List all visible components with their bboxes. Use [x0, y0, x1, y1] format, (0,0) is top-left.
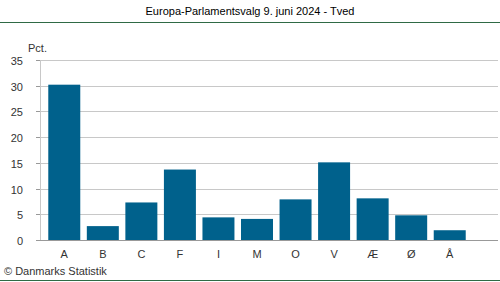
bar — [125, 202, 157, 240]
x-tick-label: A — [61, 248, 69, 260]
y-axis — [40, 60, 41, 240]
bar — [357, 198, 389, 240]
bar — [434, 230, 466, 240]
grid-line — [40, 189, 498, 190]
bar — [87, 226, 119, 240]
y-tick — [36, 240, 40, 241]
x-tick-label: V — [330, 248, 338, 260]
grid-line — [40, 163, 498, 164]
chart: Europa-Parlamentsvalg 9. juni 2024 - Tve… — [0, 0, 500, 282]
x-tick-label: I — [217, 248, 220, 260]
bar — [241, 219, 273, 240]
grid-line — [40, 111, 498, 112]
y-tick — [36, 163, 40, 164]
y-tick — [36, 111, 40, 112]
bar — [280, 199, 312, 240]
y-tick — [36, 137, 40, 138]
grid-line — [40, 240, 498, 241]
x-tick-label: Å — [446, 248, 454, 260]
bar — [318, 162, 350, 240]
x-tick-label: O — [291, 248, 300, 260]
y-tick-label: 35 — [11, 55, 23, 67]
y-tick-label: 15 — [11, 158, 23, 170]
x-tick-label: F — [177, 248, 184, 260]
source: © Danmarks Statistik — [4, 265, 107, 277]
grid-line — [40, 137, 498, 138]
y-tick-label: 30 — [11, 81, 23, 93]
header-rule — [0, 22, 500, 23]
y-tick — [36, 214, 40, 215]
footer-rule — [0, 280, 500, 281]
x-tick-label: Æ — [367, 248, 378, 260]
y-label: Pct. — [28, 42, 47, 54]
grid-line — [40, 60, 498, 61]
y-tick-label: 10 — [11, 184, 23, 196]
x-tick-label: M — [252, 248, 261, 260]
y-tick-label: 0 — [17, 235, 23, 247]
y-tick-label: 5 — [17, 209, 23, 221]
x-tick-label: C — [137, 248, 145, 260]
bar — [48, 85, 80, 240]
grid-line — [40, 214, 498, 215]
x-tick-label: Ø — [407, 248, 416, 260]
y-tick-label: 25 — [11, 106, 23, 118]
title: Europa-Parlamentsvalg 9. juni 2024 - Tve… — [146, 5, 355, 17]
bar — [164, 170, 196, 240]
bars — [48, 85, 465, 240]
y-tick — [36, 189, 40, 190]
bar — [202, 217, 234, 240]
x-tick-label: B — [99, 248, 106, 260]
bar — [395, 215, 427, 240]
y-tick-label: 20 — [11, 132, 23, 144]
y-tick — [36, 60, 40, 61]
grid-line — [40, 86, 498, 87]
y-tick — [36, 86, 40, 87]
